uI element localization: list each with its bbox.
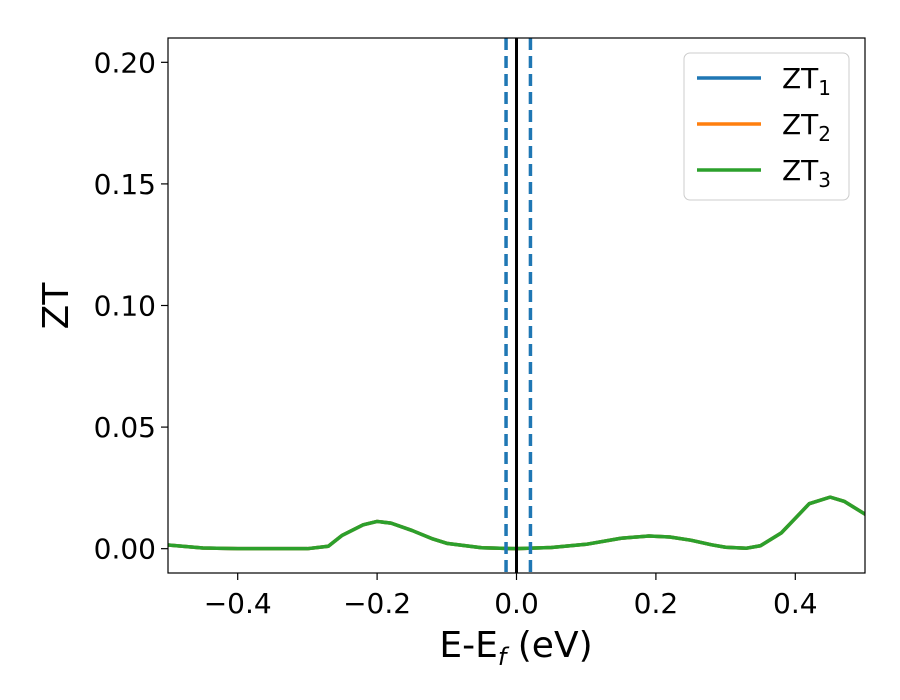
x-axis: −0.4 −0.2 0.0 0.2 0.4	[204, 573, 818, 620]
series-layer	[168, 495, 865, 551]
x-tick-label: −0.4	[204, 587, 272, 620]
y-axis: 0.00 0.05 0.10 0.15 0.20	[94, 46, 168, 566]
y-tick-label: 0.00	[94, 533, 156, 566]
x-tick-label: 0.4	[773, 587, 818, 620]
legend-box	[683, 52, 850, 201]
x-tick-label: 0.0	[494, 587, 539, 620]
legend: ZT1 ZT2 ZT3	[683, 52, 850, 201]
x-tick-label: 0.2	[634, 587, 679, 620]
y-axis-label: ZT	[36, 282, 77, 330]
y-tick-label: 0.15	[94, 168, 156, 201]
y-tick-label: 0.05	[94, 411, 156, 444]
legend-label-zt2: ZT2	[782, 108, 831, 146]
vline-layer	[504, 38, 533, 573]
legend-label-zt3: ZT3	[782, 154, 831, 192]
legend-label-zt1: ZT1	[782, 62, 831, 100]
y-tick-label: 0.10	[94, 290, 156, 323]
y-tick-label: 0.20	[94, 46, 156, 79]
series-line-zt3	[168, 495, 865, 551]
x-axis-label: E-Ef (eV)	[439, 625, 592, 671]
x-tick-label: −0.2	[343, 587, 411, 620]
